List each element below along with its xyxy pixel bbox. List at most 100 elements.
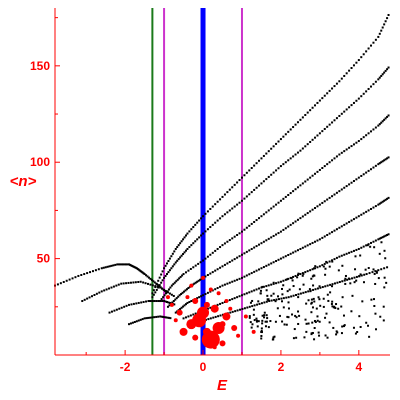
black-point [333,193,336,196]
black-point [312,297,315,300]
black-point [277,201,280,204]
black-point [374,239,377,242]
black-point [318,285,321,288]
black-point [170,255,173,258]
black-point [190,300,193,303]
black-point [352,326,355,329]
black-point [240,199,243,202]
black-point [245,274,248,277]
black-point [357,215,360,218]
black-point [196,221,199,224]
black-point [170,267,173,270]
black-point [301,116,304,119]
black-point [313,267,316,270]
black-point [329,283,332,286]
black-point [240,230,243,233]
black-point [304,318,307,321]
black-point [185,288,188,291]
black-point [228,239,231,242]
black-point [314,240,317,243]
black-point [336,331,339,334]
black-point [168,292,171,295]
black-point [279,165,282,168]
black-point [228,209,231,212]
black-point [262,180,265,183]
black-point [258,243,261,246]
black-point [355,279,358,282]
black-point [161,279,164,282]
black-point [233,183,236,186]
black-point [285,323,288,326]
black-point [367,87,370,90]
black-point [216,247,219,250]
black-point [314,265,317,268]
black-point [56,283,59,286]
black-point [335,256,338,259]
black-point [128,323,131,326]
black-point [209,317,212,320]
black-point [283,323,286,326]
black-point [298,314,301,317]
black-point [380,241,383,244]
black-point [77,274,80,277]
black-point [171,265,174,268]
black-point [94,269,97,272]
red-point [165,295,170,300]
black-point [260,337,263,340]
black-point [298,288,301,291]
black-point [296,151,299,154]
black-point [341,325,344,328]
black-point [341,280,344,283]
black-point [309,176,312,179]
black-point [253,164,256,167]
black-point [335,228,338,231]
black-point [292,337,295,340]
black-point [152,293,155,296]
black-point [194,223,197,226]
black-point [344,274,347,277]
black-point [326,92,329,95]
black-point [299,149,302,152]
black-point [272,336,275,339]
black-point [332,306,335,309]
black-point [296,273,299,276]
black-point [344,277,347,280]
black-point [267,263,270,266]
black-point [309,140,312,143]
black-point [280,297,283,300]
black-point [350,104,353,107]
black-point [281,320,284,323]
black-point [308,288,311,291]
black-point [258,217,261,220]
black-point [241,307,244,310]
black-point [333,119,336,122]
black-point [256,303,259,306]
black-point [287,277,290,280]
black-point [260,267,263,270]
black-point [228,260,231,263]
black-point [309,109,312,112]
black-point [365,50,368,53]
black-point [282,228,285,231]
black-point [177,295,180,298]
black-point [377,203,380,206]
black-point [309,290,312,293]
black-point [294,250,297,253]
black-point [219,217,222,220]
black-point [367,169,370,172]
black-point [231,237,234,240]
x-tick-label: 2 [278,360,285,374]
black-point [316,205,319,208]
black-point [240,294,243,297]
black-point [380,29,383,32]
black-point [174,298,177,301]
black-point [353,281,356,284]
black-point [161,300,164,303]
black-point [333,85,336,88]
red-point [192,298,199,305]
black-point [311,138,314,141]
black-point [387,66,390,69]
black-point [112,264,115,267]
black-point [149,316,152,319]
black-point [149,300,152,303]
